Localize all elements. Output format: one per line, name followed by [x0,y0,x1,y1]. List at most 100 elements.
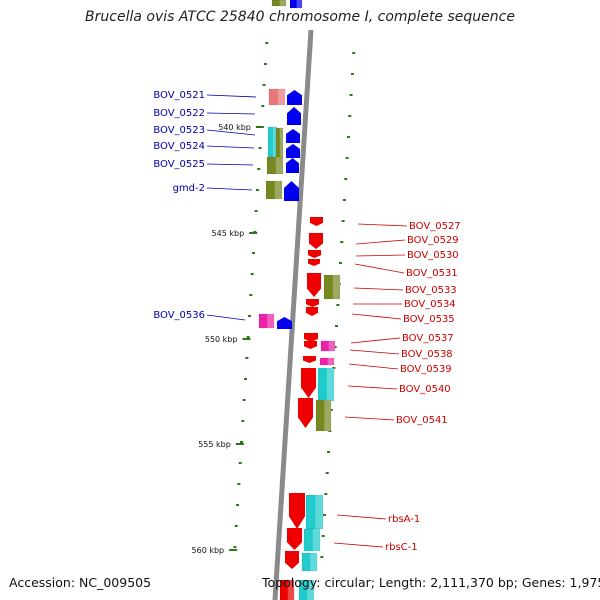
reverse-gene-arrow [309,233,323,249]
magenta-gene-block [319,357,335,366]
right-leader-line [344,416,395,421]
forward-gene-block-shine [296,0,302,8]
left-gene-labels: BOV_0521 BOV_0522 BOV_0523 BOV_0524 BOV_0525… [153,90,205,321]
right-leader-line [351,313,402,320]
inner-tick [327,451,331,453]
left-gene-label: BOV_0523 [153,125,205,136]
right-label-leaders [333,223,408,548]
outer-tick-marks [233,42,269,548]
forward-gene-arrow [277,317,292,329]
cyan-gene-block [298,579,315,600]
olive-gene-block-shine [274,181,282,199]
reverse-gene-arrow [307,273,321,297]
reverse-gene-arrow [304,341,317,349]
inner-tick [348,115,352,117]
outer-tick [251,252,255,254]
kbp-tick-mark [249,232,258,234]
left-leader-line [206,112,256,115]
left-gene-label: BOV_0525 [153,159,205,170]
kbp-tick-label: 545 kbp [212,229,245,238]
right-gene-label: BOV_0541 [396,415,448,426]
reverse-gene-arrow [306,307,318,316]
olive-gene-block-shine [324,400,331,431]
right-gene-label: BOV_0530 [407,250,459,261]
inner-tick [349,94,353,96]
forward-gene-arrow [287,90,302,105]
inner-tick [321,535,325,537]
reverse-gene-arrow [285,551,299,569]
outer-tick [237,483,241,485]
inner-tick [320,556,324,558]
kbp-tick-mark [255,126,264,128]
reverse-gene-arrow [289,493,305,529]
left-leader-line [206,163,254,166]
right-leader-line [347,385,398,390]
right-leader-line [336,514,387,520]
magenta-gene-block-shine [267,314,274,328]
outer-tick [254,210,258,212]
magenta-gene-block-shine [328,341,335,351]
right-gene-label: rbsC-1 [385,542,418,553]
olive-gene-block [266,156,284,175]
outer-tick [247,315,251,317]
outer-tick [236,504,240,506]
right-gene-label: BOV_0529 [407,235,459,246]
forward-gene-block [289,0,303,9]
chromosome-backbone [272,29,314,600]
right-leader-line [355,254,406,257]
left-leader-line [206,129,256,136]
reverse-gene-arrow [304,333,318,342]
magenta-gene-block-shine [327,358,334,365]
kbp-tick-mark [229,549,238,551]
right-leader-line [333,542,384,548]
outer-tick [245,357,249,359]
right-gene-label: BOV_0540 [399,384,451,395]
outer-tick [258,147,262,149]
right-gene-label: BOV_0538 [401,349,453,360]
inner-tick [344,178,348,180]
right-gene-label: BOV_0539 [400,364,452,375]
magenta-gene-block [320,340,336,352]
right-gene-label: BOV_0527 [409,221,461,232]
cyan-gene-block-shine [326,368,334,401]
olive-gene-block-shine [279,0,286,6]
salmon-gene-block [268,88,286,106]
outer-tick [241,420,245,422]
inner-tick [341,220,345,222]
outer-tick [234,525,238,527]
forward-gene-arrow [284,181,299,201]
outer-tick [244,378,248,380]
map-title: Brucella ovis ATCC 25840 chromosome I, c… [85,9,515,25]
inner-tick-marks [320,52,356,558]
kbp-tick-label: 540 kbp [218,123,251,132]
olive-gene-block-shine [279,128,283,158]
right-leader-line [357,223,408,227]
left-gene-label: gmd-2 [173,183,205,194]
outer-tick [238,462,242,464]
kbp-tick-mark [235,443,244,445]
outer-tick [242,399,246,401]
right-gene-label: BOV_0537 [402,333,454,344]
reverse-gene-arrow [306,299,319,307]
inner-tick [346,136,350,138]
right-leader-line [348,363,399,370]
right-gene-label: BOV_0531 [406,268,458,279]
forward-gene-arrow [286,158,299,173]
outer-tick [246,336,250,338]
reverse-gene-arrow [310,217,323,226]
inner-tick [350,73,354,75]
cyan-gene-block-shine [310,553,317,571]
salmon-gene-block-shine [277,89,285,105]
outer-tick [257,168,261,170]
olive-gene-block-shine [332,275,340,299]
right-leader-line [354,263,405,274]
outer-tick [262,84,266,86]
inner-tick [352,52,356,54]
outer-tick [263,63,267,65]
inner-tick [340,241,344,243]
right-gene-label: BOV_0534 [404,299,456,310]
cyan-gene-block-shine [312,529,320,551]
left-gene-label: BOV_0536 [153,310,205,321]
kbp-tick-label: 555 kbp [198,440,231,449]
